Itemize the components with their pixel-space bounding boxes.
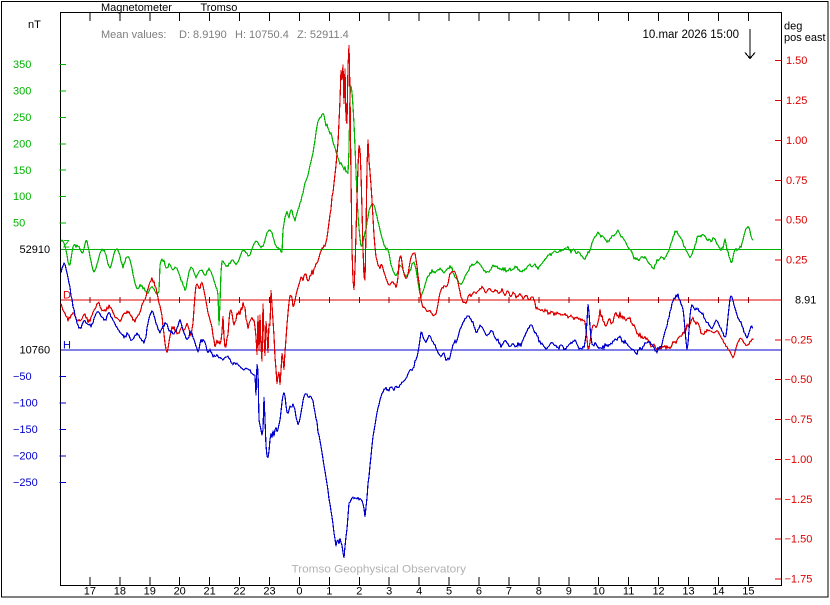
svg-text:11: 11: [623, 586, 634, 598]
svg-text:−1.75: −1.75: [785, 573, 813, 585]
svg-text:5: 5: [446, 586, 452, 598]
svg-text:13: 13: [682, 586, 694, 598]
svg-text:−250: −250: [13, 477, 38, 489]
svg-text:6: 6: [476, 586, 482, 598]
svg-text:−1.25: −1.25: [785, 494, 813, 506]
svg-text:0: 0: [296, 586, 302, 598]
svg-text:350: 350: [13, 59, 31, 71]
svg-text:52910: 52910: [20, 244, 51, 256]
svg-text:H: 10750.4: H: 10750.4: [235, 29, 289, 41]
svg-text:Mean values:: Mean values:: [101, 29, 166, 41]
svg-text:Z: Z: [63, 239, 70, 251]
svg-text:8: 8: [536, 586, 542, 598]
svg-text:−0.50: −0.50: [785, 374, 813, 386]
svg-text:150: 150: [13, 165, 31, 177]
svg-text:H: H: [63, 340, 71, 352]
svg-text:−1.50: −1.50: [785, 534, 813, 546]
svg-text:21: 21: [203, 586, 215, 598]
svg-text:12: 12: [652, 586, 664, 598]
svg-text:−1.00: −1.00: [785, 454, 813, 466]
svg-text:2: 2: [356, 586, 362, 598]
svg-text:9: 9: [566, 586, 572, 598]
svg-text:200: 200: [13, 138, 31, 150]
svg-text:50: 50: [13, 218, 25, 230]
svg-text:1.25: 1.25: [786, 95, 807, 107]
svg-text:18: 18: [114, 586, 126, 598]
svg-text:−0.25: −0.25: [785, 334, 813, 346]
svg-text:−100: −100: [13, 398, 38, 410]
svg-text:8.91: 8.91: [795, 294, 816, 306]
svg-text:100: 100: [13, 191, 31, 203]
svg-text:15: 15: [742, 586, 754, 598]
svg-text:0.75: 0.75: [786, 175, 807, 187]
svg-text:nT: nT: [28, 19, 41, 31]
svg-text:7: 7: [506, 586, 512, 598]
svg-text:Z: 52911.4: Z: 52911.4: [297, 29, 349, 41]
svg-text:10.mar 2026 15:00: 10.mar 2026 15:00: [642, 29, 739, 41]
svg-text:3: 3: [386, 586, 392, 598]
svg-text:Magnetometer: Magnetometer: [101, 2, 172, 14]
svg-text:20: 20: [174, 586, 186, 598]
svg-text:10: 10: [593, 586, 605, 598]
svg-text:deg: deg: [784, 21, 802, 33]
svg-text:1.50: 1.50: [786, 55, 807, 67]
svg-text:17: 17: [84, 586, 96, 598]
svg-text:0.50: 0.50: [786, 215, 807, 227]
svg-text:−50: −50: [13, 371, 32, 383]
svg-text:−0.75: −0.75: [785, 414, 813, 426]
svg-text:300: 300: [13, 85, 31, 97]
svg-text:23: 23: [263, 586, 275, 598]
svg-text:4: 4: [416, 586, 422, 598]
svg-text:D: D: [63, 290, 71, 302]
svg-text:Tromso: Tromso: [201, 2, 238, 14]
svg-text:1: 1: [326, 586, 332, 598]
svg-text:14: 14: [712, 586, 724, 598]
svg-text:10760: 10760: [20, 345, 51, 357]
svg-text:1.00: 1.00: [786, 135, 807, 147]
svg-text:Tromso Geophysical Observatory: Tromso Geophysical Observatory: [292, 564, 467, 576]
svg-text:250: 250: [13, 112, 31, 124]
svg-text:22: 22: [233, 586, 245, 598]
svg-text:0.25: 0.25: [786, 255, 807, 267]
svg-text:pos east: pos east: [784, 32, 826, 44]
svg-text:−200: −200: [13, 451, 38, 463]
svg-text:19: 19: [144, 586, 156, 598]
svg-text:−150: −150: [13, 424, 38, 436]
svg-text:D: 8.9190: D: 8.9190: [179, 29, 227, 41]
